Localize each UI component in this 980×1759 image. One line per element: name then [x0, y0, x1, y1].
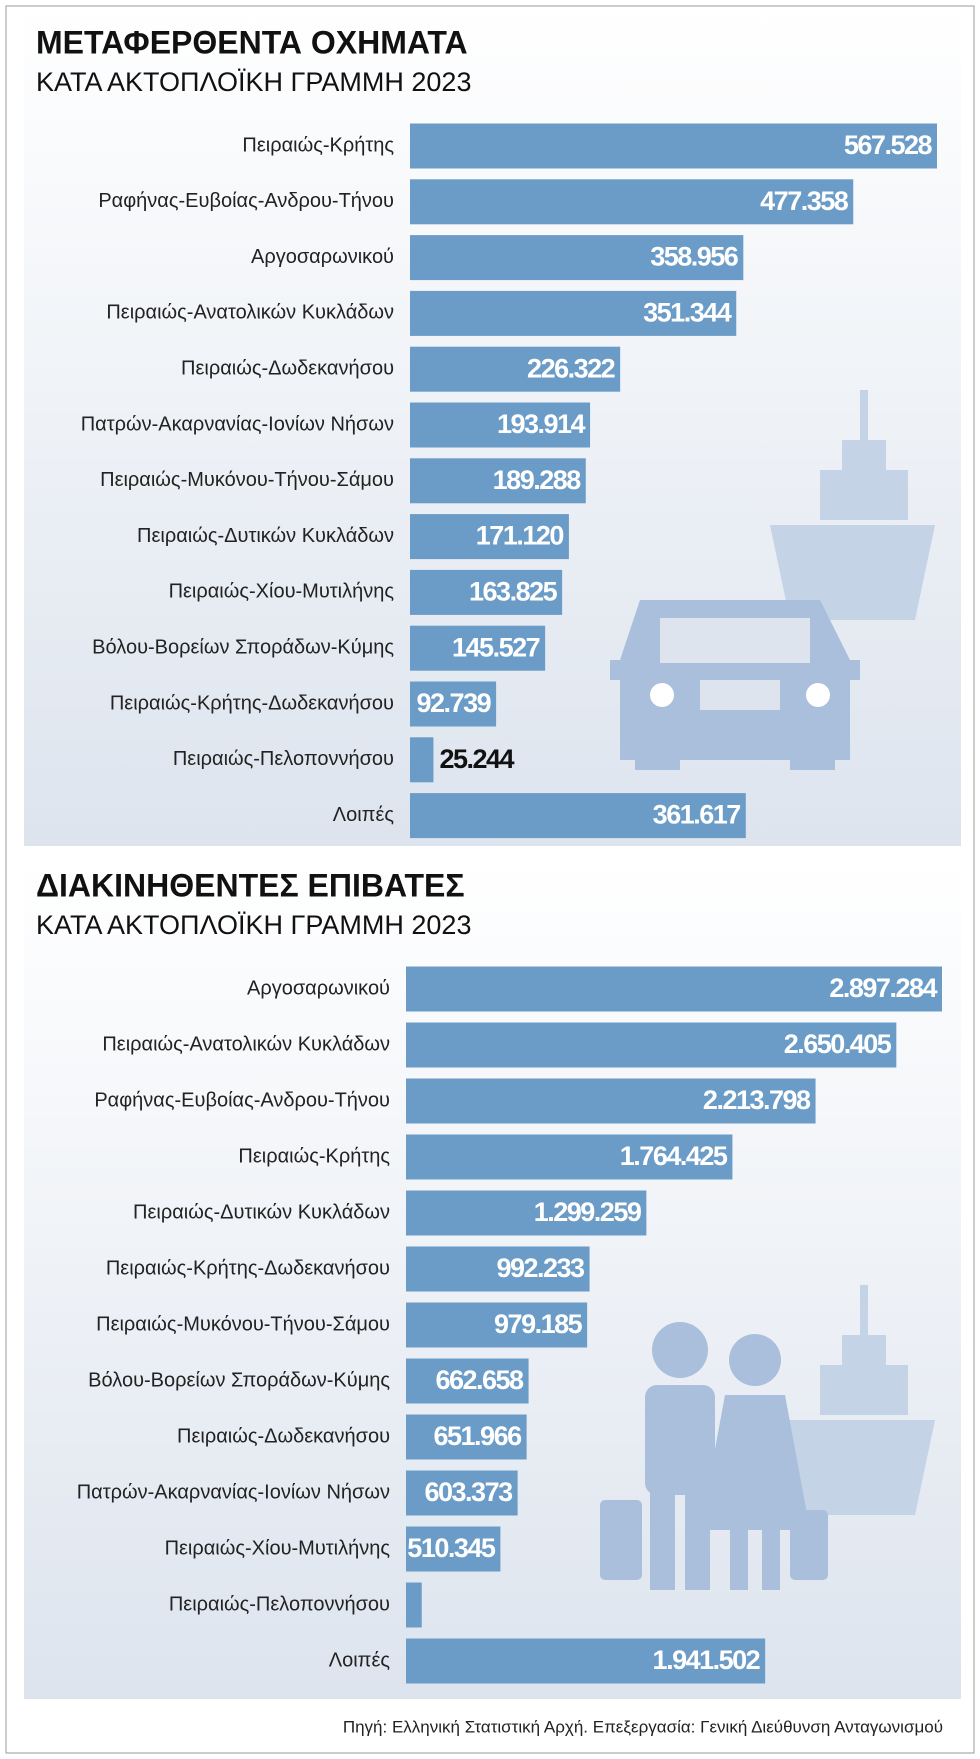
category-label: Πειραιώς-Πελοποννήσου	[173, 748, 394, 770]
value-label: 979.185	[494, 1309, 583, 1339]
value-label: 226.322	[527, 353, 615, 383]
value-label: 510.345	[407, 1533, 496, 1563]
bar	[410, 179, 854, 225]
category-label: Πειραιώς-Ανατολικών Κυκλάδων	[106, 302, 394, 324]
bar	[406, 1134, 733, 1180]
category-label: Πειραιώς-Χίου-Μυτιλήνης	[165, 1537, 391, 1559]
bar	[406, 1470, 518, 1516]
bar	[406, 966, 942, 1012]
value-label: 189.288	[493, 465, 582, 495]
value-label: 163.825	[469, 577, 558, 607]
category-label: Λοιπές	[333, 804, 395, 826]
category-label: Πατρών-Ακαρνανίας-Ιονίων Νήσων	[77, 1481, 390, 1503]
chart-title: ΔΙΑΚΙΝΗΘΕΝΤΕΣ ΕΠΙΒΑΤΕΣ	[36, 867, 465, 903]
bar	[410, 458, 586, 504]
value-label: 25.244	[439, 744, 514, 774]
bar	[406, 1414, 527, 1460]
chart-subtitle: ΚΑΤΑ ΑΚΤΟΠΛΟΪΚΗ ΓΡΑΜΜΗ 2023	[36, 910, 471, 940]
value-label: 1.764.425	[620, 1141, 728, 1171]
bar	[410, 514, 569, 560]
value-label: 92.739	[417, 688, 492, 718]
source-note: Πηγή: Ελληνική Στατιστική Αρχή. Επεξεργα…	[343, 1717, 943, 1736]
bar	[410, 123, 937, 169]
bar	[406, 1246, 590, 1292]
car-icon	[610, 600, 860, 770]
bar	[406, 1582, 422, 1628]
category-label: Βόλου-Βορείων Σποράδων-Κύμης	[92, 636, 394, 658]
bar	[410, 235, 744, 281]
category-label: Ραφήνας-Ευβοίας-Ανδρου-Τήνου	[94, 1089, 390, 1111]
value-label: 603.373	[425, 1477, 514, 1507]
bar	[406, 1638, 766, 1684]
value-label: 2.650.405	[784, 1029, 892, 1059]
category-label: Πειραιώς-Κρήτης-Δωδεκανήσου	[110, 692, 394, 714]
bar	[410, 625, 546, 671]
category-label: Πειραιώς-Κρήτης	[238, 1145, 390, 1167]
category-label: Αργοσαρωνικού	[251, 246, 394, 268]
category-label: Πειραιώς-Χίου-Μυτιλήνης	[169, 581, 395, 603]
value-label: 2.213.798	[703, 1085, 811, 1115]
value-label: 193.914	[497, 409, 586, 439]
bar	[410, 569, 563, 615]
ship-icon	[770, 1285, 935, 1515]
value-label: 1.299.259	[534, 1197, 642, 1227]
value-label: 2.897.284	[829, 973, 937, 1003]
ship-icon	[770, 390, 935, 620]
bar	[406, 1302, 588, 1348]
bar	[406, 1022, 897, 1068]
chart-subtitle: ΚΑΤΑ ΑΚΤΟΠΛΟΪΚΗ ΓΡΑΜΜΗ 2023	[36, 67, 471, 97]
bar	[410, 346, 621, 392]
value-label: 992.233	[496, 1253, 585, 1283]
bar	[406, 1358, 529, 1404]
bar	[410, 290, 737, 336]
value-label: 477.358	[760, 186, 849, 216]
category-label: Πειραιώς-Μυκόνου-Τήνου-Σάμου	[100, 469, 394, 491]
category-label: Βόλου-Βορείων Σποράδων-Κύμης	[88, 1369, 390, 1391]
category-label: Ραφήνας-Ευβοίας-Ανδρου-Τήνου	[98, 190, 394, 212]
category-label: Πειραιώς-Δωδεκανήσου	[181, 357, 394, 379]
category-label: Πειραιώς-Πελοποννήσου	[169, 1593, 390, 1615]
value-label: 1.941.502	[653, 1645, 760, 1675]
value-label: 361.617	[653, 800, 741, 830]
category-label: Πατρών-Ακαρνανίας-Ιονίων Νήσων	[81, 413, 394, 435]
bar	[410, 737, 434, 783]
bar	[410, 681, 497, 727]
value-label: 351.344	[643, 298, 732, 328]
category-label: Πειραιώς-Κρήτης-Δωδεκανήσου	[106, 1257, 390, 1279]
value-label: 171.120	[476, 521, 564, 551]
bar	[406, 1078, 816, 1124]
category-label: Πειραιώς-Ανατολικών Κυκλάδων	[102, 1033, 390, 1055]
category-label: Πειραιώς-Μυκόνου-Τήνου-Σάμου	[96, 1313, 390, 1335]
people-icon	[600, 1322, 828, 1590]
value-label: 358.956	[650, 242, 739, 272]
bar	[410, 793, 746, 839]
bar	[406, 1190, 647, 1236]
category-label: Πειραιώς-Κρήτης	[242, 134, 394, 156]
bar	[410, 402, 591, 448]
bar	[406, 1526, 501, 1572]
value-label: 651.966	[434, 1421, 523, 1451]
category-label: Πειραιώς-Δωδεκανήσου	[177, 1425, 390, 1447]
chart-title: ΜΕΤΑΦΕΡΘΕΝΤΑ ΟΧΗΜΑΤΑ	[36, 24, 468, 60]
value-label: 145.527	[452, 632, 540, 662]
value-label: 567.528	[844, 130, 933, 160]
category-label: Λοιπές	[329, 1649, 391, 1671]
category-label: Αργοσαρωνικού	[247, 977, 390, 999]
category-label: Πειραιώς-Δυτικών Κυκλάδων	[133, 1201, 390, 1223]
value-label: 662.658	[435, 1365, 524, 1395]
category-label: Πειραιώς-Δυτικών Κυκλάδων	[137, 525, 394, 547]
